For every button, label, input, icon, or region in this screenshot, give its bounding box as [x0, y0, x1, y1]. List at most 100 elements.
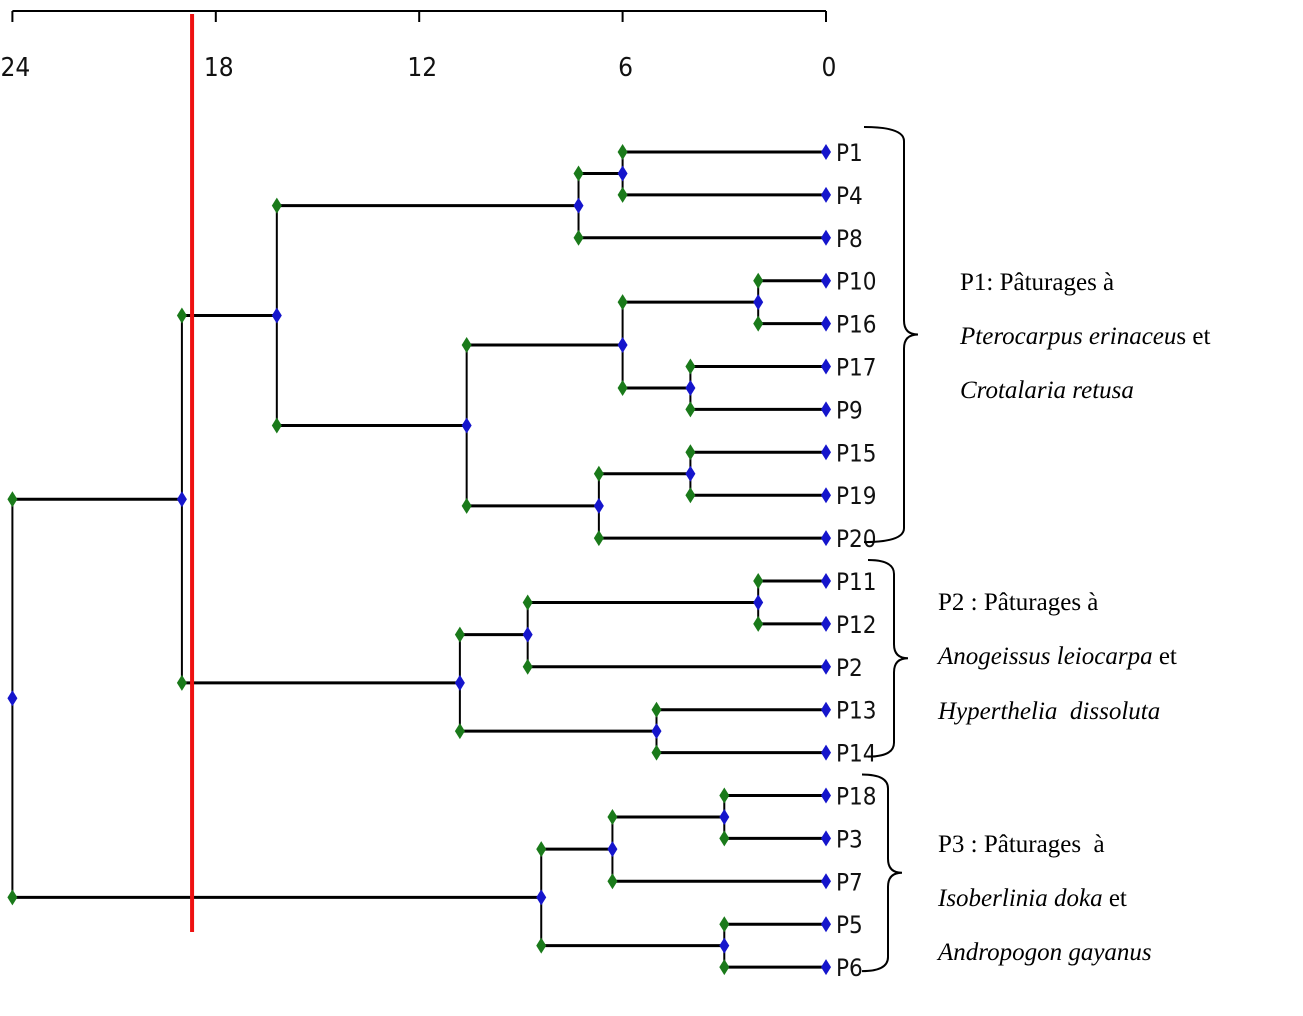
leaf-label-p18: P18: [836, 783, 877, 811]
group-p3-title: P3 : Pâturages à: [938, 832, 1105, 857]
leaf-label-p8: P8: [836, 225, 863, 253]
node-end-n3: [753, 315, 764, 332]
node-end-n14: [176, 674, 187, 691]
leaf-label-p3: P3: [836, 825, 863, 853]
node-end-n6: [685, 487, 696, 504]
leaf-label-p15: P15: [836, 439, 877, 467]
leaf-label-p19: P19: [836, 482, 877, 510]
leaf-node-p14: [821, 744, 831, 761]
node-end-n8: [461, 337, 472, 354]
leaf-node-p20: [821, 530, 831, 547]
group-p1-line3: Crotalaria retusa: [960, 378, 1134, 403]
node-end-n2: [573, 229, 584, 246]
leaf-node-p2: [821, 658, 831, 675]
leaf-label-p14: P14: [836, 740, 877, 768]
axis-tick-label: 24: [1, 53, 31, 83]
group-p3-species1: Isoberlinia doka: [938, 885, 1103, 912]
leaf-node-p18: [821, 787, 831, 804]
leaf-label-p5: P5: [836, 911, 863, 939]
node-end-n4: [685, 401, 696, 418]
node-end-n7: [593, 465, 604, 482]
leaf-label-p6: P6: [836, 954, 863, 982]
leaf-label-p2: P2: [836, 654, 863, 682]
leaf-node-p12: [821, 615, 831, 632]
leaf-label-p4: P4: [836, 182, 863, 210]
node-center-n3: [753, 294, 764, 311]
node-center-n17: [719, 937, 730, 954]
axis-tick-label: 18: [204, 53, 234, 83]
node-center-n5: [617, 337, 628, 354]
group-p2-species1-tail: et: [1152, 643, 1177, 670]
group-p2-title-text: P2 : Pâturages à: [938, 589, 1099, 616]
group-p3-line3: Andropogon gayanus: [938, 940, 1152, 965]
node-end-n19: [7, 889, 18, 906]
node-end-n13: [454, 723, 465, 740]
node-center-n13: [454, 674, 465, 691]
leaf-node-p5: [821, 916, 831, 933]
node-end-n10: [753, 573, 764, 589]
node-end-n13: [454, 626, 465, 643]
node-center-n7: [593, 497, 604, 514]
node-center-n9: [271, 307, 282, 324]
node-center-n10: [753, 594, 764, 611]
group-p3-species2: Andropogon gayanus: [938, 939, 1152, 966]
leaf-label-p10: P10: [836, 268, 877, 296]
dendrogram-nodes: [7, 144, 831, 976]
node-end-n11: [522, 658, 533, 675]
group-p1-line2: Pterocarpus erinaceus et: [960, 324, 1210, 349]
leaf-node-p15: [821, 444, 831, 461]
brace-group-p2: [867, 559, 909, 758]
node-end-n17: [719, 959, 730, 976]
node-center-n1: [617, 165, 628, 182]
group-p3-title-text: P3 : Pâturages à: [938, 831, 1105, 858]
node-center-n12: [651, 723, 662, 740]
node-center-n6: [685, 465, 696, 482]
node-end-n3: [753, 272, 764, 289]
group-p2-line2: Anogeissus leiocarpa et: [938, 644, 1177, 669]
axis-tick-label: 12: [407, 53, 437, 83]
node-end-n2: [573, 165, 584, 182]
node-end-n19: [7, 491, 18, 508]
node-end-n6: [685, 444, 696, 461]
leaf-label-p16: P16: [836, 311, 877, 339]
node-center-n8: [461, 417, 472, 434]
node-end-n5: [617, 294, 628, 311]
node-end-n9: [271, 197, 282, 214]
group-p1-species2: Crotalaria retusa: [960, 377, 1134, 404]
node-end-n16: [607, 873, 618, 890]
leaf-node-p8: [821, 229, 831, 246]
node-end-n12: [651, 701, 662, 718]
node-end-n1: [617, 186, 628, 203]
group-p2-species1: Anogeissus leiocarpa: [938, 643, 1153, 670]
dendrogram-tree: [11, 150, 826, 969]
distance-axis: 24 18 12 6 0: [1, 10, 836, 83]
node-end-n12: [651, 744, 662, 761]
leaf-node-p17: [821, 358, 831, 375]
brace-group-p3: [861, 773, 903, 973]
node-end-n17: [719, 916, 730, 933]
node-center-n4: [685, 379, 696, 396]
node-center-n2: [573, 197, 584, 214]
leaf-label-p7: P7: [836, 868, 863, 896]
node-end-n4: [685, 358, 696, 375]
node-end-n15: [719, 787, 730, 804]
leaf-node-p16: [821, 315, 831, 332]
node-end-n7: [593, 530, 604, 547]
leaf-label-p11: P11: [836, 568, 877, 596]
axis-tick-label: 6: [618, 53, 633, 83]
brace-group-p1: [863, 126, 919, 544]
node-end-n18: [536, 937, 547, 954]
node-end-n10: [753, 615, 764, 632]
group-p2-title: P2 : Pâturages à: [938, 590, 1098, 615]
leaf-node-p4: [821, 186, 831, 203]
node-end-n5: [617, 379, 628, 396]
leaf-node-p13: [821, 701, 831, 718]
node-end-n11: [522, 594, 533, 611]
leaf-node-p3: [821, 830, 831, 847]
group-p1-title-text: P1: Pâturages à: [960, 269, 1115, 296]
leaf-label-p17: P17: [836, 354, 877, 382]
node-center-n16: [607, 841, 618, 858]
node-end-n8: [461, 497, 472, 514]
leaf-node-p19: [821, 487, 831, 504]
